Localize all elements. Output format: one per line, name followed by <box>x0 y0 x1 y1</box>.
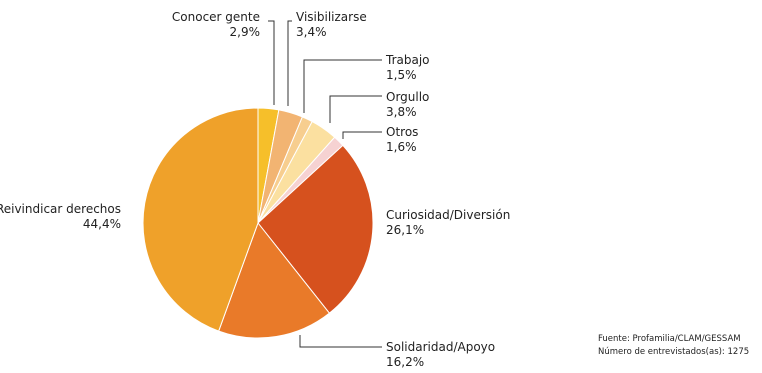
respondents-note: Número de entrevistados(as): 1275 <box>598 347 749 357</box>
leader-line-conocer-gente <box>268 20 275 105</box>
slice-value-conocer-gente: 2,9% <box>230 25 261 39</box>
leader-line-orgullo <box>329 95 382 123</box>
slice-label-solidaridad-apoyo: Solidaridad/Apoyo <box>386 340 495 354</box>
slice-reivindicar-derechos <box>142 107 259 332</box>
leader-line-visibilizarse <box>287 20 292 106</box>
slice-value-orgullo: 3,8% <box>386 105 417 119</box>
slice-label-visibilizarse: Visibilizarse <box>296 10 367 24</box>
slice-label-trabajo: Trabajo <box>385 53 430 67</box>
leader-line-solidaridad-apoyo <box>299 335 382 348</box>
slice-value-visibilizarse: 3,4% <box>296 25 327 39</box>
slice-label-otros: Otros <box>386 125 418 139</box>
slice-label-orgullo: Orgullo <box>386 90 429 104</box>
slice-value-trabajo: 1,5% <box>386 68 417 82</box>
slice-value-reivindicar-derechos: 44,4% <box>83 217 121 231</box>
slice-solidaridad-apoyo <box>218 221 331 339</box>
slice-label-curiosidad-diversion: Curiosidad/Diversión <box>386 208 510 222</box>
slice-label-conocer-gente: Conocer gente <box>172 10 260 24</box>
slice-value-solidaridad-apoyo: 16,2% <box>386 355 424 368</box>
leader-line-otros <box>342 131 382 139</box>
slice-value-otros: 1,6% <box>386 140 417 154</box>
slice-label-reivindicar-derechos: Reivindicar derechos <box>0 202 121 216</box>
slice-value-curiosidad-diversion: 26,1% <box>386 223 424 237</box>
leader-line-trabajo <box>303 59 382 113</box>
slice-curiosidad-diversion <box>257 144 374 314</box>
pie-slices <box>142 107 374 339</box>
source-note: Fuente: Profamilia/CLAM/GESSAM <box>598 334 741 344</box>
leader-lines <box>268 20 382 348</box>
